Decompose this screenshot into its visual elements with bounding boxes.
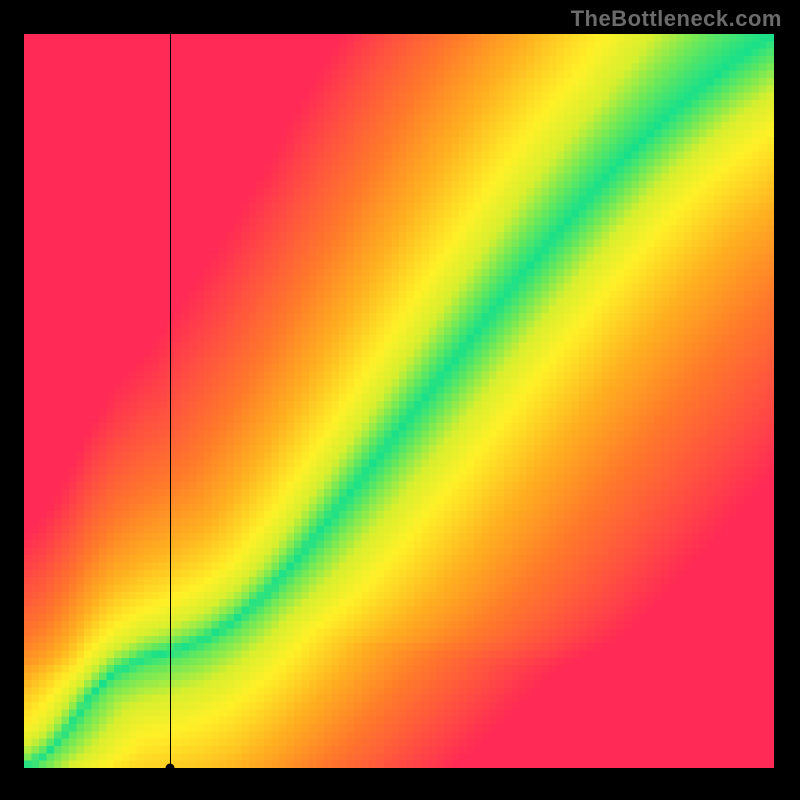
crosshair-vertical-line: [170, 34, 171, 768]
heatmap-canvas: [24, 34, 774, 768]
crosshair-marker-dot: [166, 764, 175, 773]
figure-root: TheBottleneck.com: [0, 0, 800, 800]
heatmap-plot-area: [24, 34, 774, 768]
watermark-text: TheBottleneck.com: [571, 6, 782, 32]
